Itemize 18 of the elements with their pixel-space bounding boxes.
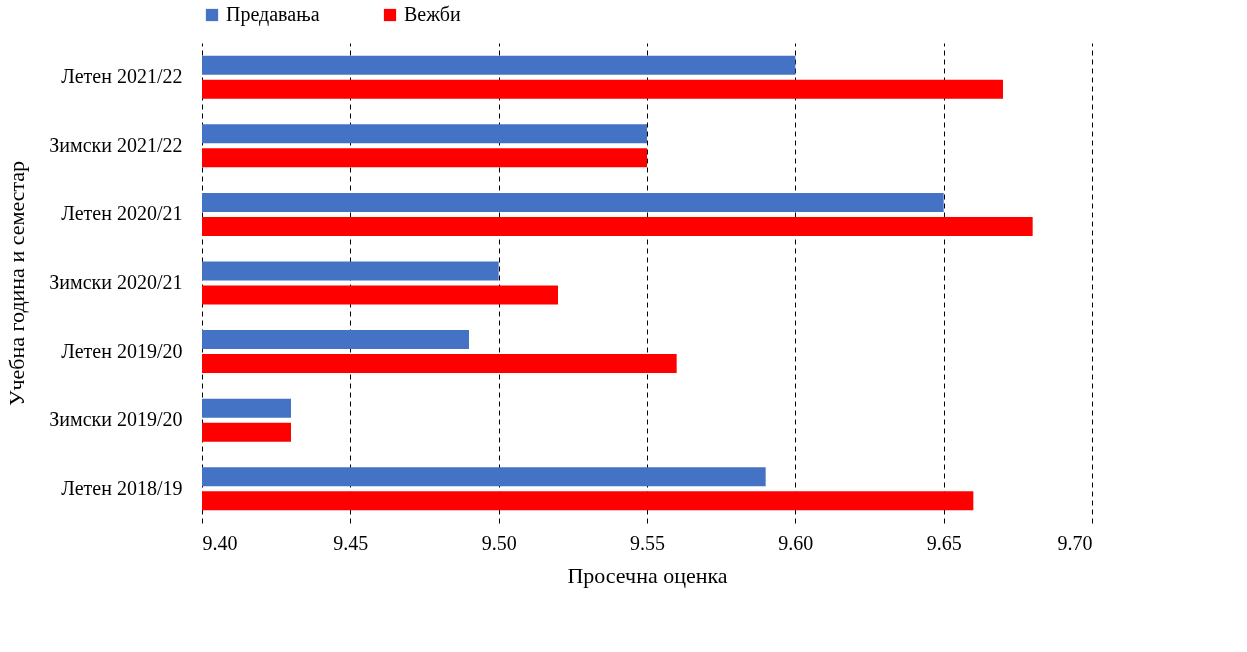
x-tick-label: 9.50 [481,531,517,554]
legend-label: Предавања [226,3,320,26]
y-tick-label: Летен 2020/21 [61,202,183,225]
x-tick-label: 9.40 [202,531,238,554]
x-tick-label: 9.45 [333,531,369,554]
y-tick-label: Летен 2021/22 [61,65,183,88]
x-tick-label: 9.70 [1057,531,1093,554]
y-tick-label: Летен 2018/19 [61,476,183,499]
x-tick-label: 9.55 [630,531,665,554]
y-axis-title: Учебна година и семестар [4,160,30,407]
legend-label: Вежби [404,3,461,25]
x-tick-label: 9.60 [778,531,814,554]
x-tick-label: 9.65 [926,531,962,554]
y-tick-label: Летен 2019/20 [61,339,183,362]
y-tick-label: Зимски 2020/21 [49,271,183,293]
x-axis-title: Просечна оценка [567,562,728,588]
y-tick-label: Зимски 2021/22 [49,133,183,156]
y-tick-label: Зимски 2019/20 [49,408,183,431]
